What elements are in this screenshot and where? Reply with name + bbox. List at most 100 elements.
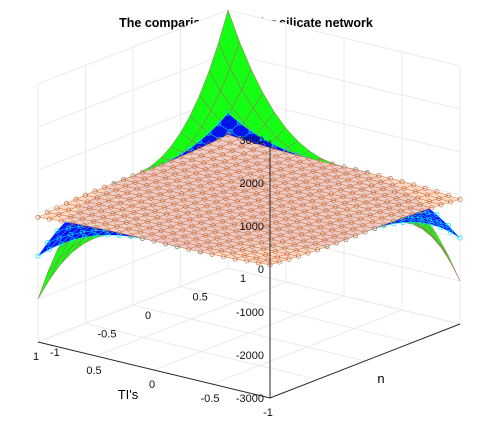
surface-marker — [353, 167, 359, 173]
surface-marker — [271, 213, 277, 219]
surface-marker — [286, 256, 292, 262]
surface-marker — [79, 229, 85, 235]
surface-marker — [174, 243, 180, 250]
surface-marker — [203, 166, 209, 172]
surface-marker — [341, 230, 347, 236]
surface-marker — [54, 205, 60, 211]
surface-marker — [329, 161, 335, 167]
surface-marker — [120, 177, 127, 183]
surface-marker — [165, 181, 171, 187]
surface-marker — [356, 210, 362, 216]
surface-marker — [121, 213, 128, 219]
surface-marker — [262, 217, 268, 223]
surface-marker — [105, 232, 111, 238]
surface-marker — [179, 227, 186, 233]
surface-marker — [170, 231, 176, 237]
surface-marker — [116, 230, 122, 236]
z-tick-label: 3000 — [240, 135, 264, 147]
surface-marker — [201, 226, 207, 232]
surface-marker — [296, 189, 302, 195]
surface-marker — [195, 177, 201, 183]
surface-marker — [428, 222, 435, 228]
surface-marker — [445, 192, 451, 199]
surface-marker — [218, 248, 225, 254]
surface-marker — [138, 199, 144, 205]
surface-marker — [300, 202, 306, 208]
surface-marker — [428, 205, 435, 211]
surface-marker — [237, 241, 244, 247]
surface-marker — [172, 171, 178, 177]
surface-marker — [106, 197, 112, 204]
surface-marker — [376, 173, 382, 179]
surface-marker — [387, 176, 393, 182]
surface-marker — [288, 199, 294, 205]
surface-marker — [211, 193, 217, 199]
surface-marker — [274, 254, 280, 260]
surface-marker — [344, 207, 350, 213]
surface-marker — [197, 183, 204, 189]
surface-marker — [140, 206, 147, 212]
surface-marker — [217, 212, 224, 218]
surface-marker — [307, 192, 313, 198]
surface-marker — [171, 201, 177, 207]
surface-marker — [263, 187, 269, 193]
surface-marker — [225, 132, 231, 138]
surface-marker — [81, 234, 87, 240]
surface-marker — [75, 203, 81, 209]
surface-marker — [102, 221, 109, 227]
surface-marker — [336, 181, 342, 187]
surface-marker — [245, 231, 251, 237]
surface-marker — [166, 218, 172, 224]
surface-marker — [324, 243, 330, 249]
surface-marker — [291, 241, 297, 248]
surface-marker — [375, 202, 381, 208]
surface-marker — [222, 225, 228, 231]
surface-marker — [131, 209, 137, 215]
surface-marker — [405, 198, 411, 205]
surface-marker — [215, 136, 222, 142]
surface-marker — [259, 240, 265, 246]
surface-marker — [196, 213, 202, 219]
surface-marker — [306, 221, 312, 228]
surface-marker — [253, 255, 259, 261]
surface-marker — [191, 164, 197, 170]
surface-marker — [87, 205, 93, 212]
surface-marker — [318, 224, 324, 230]
surface-marker — [389, 182, 396, 188]
surface-marker — [292, 212, 298, 218]
surface-marker — [70, 220, 76, 226]
surface-marker — [210, 156, 216, 162]
surface-marker — [279, 203, 285, 209]
surface-marker — [185, 210, 191, 216]
surface-marker — [255, 260, 261, 266]
y-tick-label: -1 — [50, 347, 60, 359]
surface-marker — [210, 222, 216, 228]
surface-marker — [331, 168, 338, 174]
surface-marker — [308, 162, 314, 168]
surface-marker — [309, 198, 315, 204]
surface-marker — [399, 179, 405, 185]
surface-marker — [411, 182, 417, 188]
surface-marker — [206, 209, 212, 215]
surface-marker — [370, 189, 377, 195]
surface-marker — [303, 244, 309, 250]
surface-marker — [242, 253, 248, 259]
surface-marker — [350, 226, 356, 232]
surface-marker — [277, 196, 283, 202]
surface-marker — [207, 245, 213, 251]
surface-marker — [247, 171, 253, 177]
surface-marker — [400, 215, 406, 221]
surface-marker — [382, 192, 388, 198]
surface-marker — [150, 202, 156, 208]
surface-marker — [232, 192, 238, 198]
surface-marker — [285, 156, 291, 162]
surface-marker — [206, 130, 212, 136]
surface-marker — [436, 219, 442, 225]
surface-marker — [223, 195, 229, 201]
surface-marker — [208, 149, 214, 155]
surface-marker — [47, 246, 53, 252]
surface-marker — [438, 202, 444, 208]
surface-marker — [413, 189, 419, 195]
surface-marker — [44, 240, 51, 246]
surface-marker — [335, 210, 341, 216]
